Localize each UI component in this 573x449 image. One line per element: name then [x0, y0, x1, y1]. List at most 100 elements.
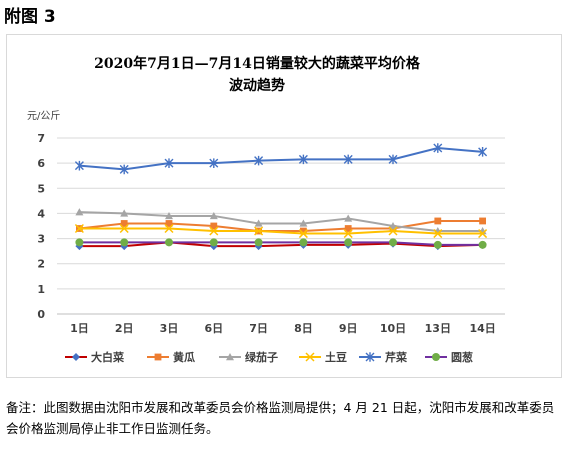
series-group [75, 208, 487, 235]
data-point [165, 211, 173, 220]
data-point [299, 238, 308, 247]
data-point [254, 219, 263, 227]
footnote: 备注：此图数据由沈阳市发展和改革委员会价格监测局提供；4 月 21 日起，沈阳市… [6, 400, 555, 436]
data-point [119, 223, 129, 234]
data-point [120, 209, 129, 217]
data-point [298, 154, 308, 165]
legend-label: 大白菜 [91, 350, 125, 364]
legend-item: 黄瓜 [147, 350, 195, 364]
series-line [79, 241, 483, 248]
data-point [74, 160, 84, 171]
data-point [74, 223, 84, 234]
data-point [209, 158, 219, 168]
x-tick-label: 13日 [425, 322, 451, 335]
x-tick-label: 14日 [469, 322, 495, 335]
chart-title-line-1: 2020年7月1日—7月14日销量较大的蔬菜平均价格 [94, 56, 420, 72]
y-axis-ticks: 0 1 2 3 4 5 6 7 [37, 132, 45, 321]
data-point [389, 238, 397, 247]
legend-marker [365, 352, 375, 362]
y-tick-label: 3 [37, 233, 45, 246]
data-point [388, 226, 398, 236]
legend-label: 芹菜 [385, 350, 408, 364]
data-point [209, 211, 218, 220]
x-tick-label: 9日 [339, 322, 358, 335]
data-point [344, 238, 353, 247]
data-point [75, 238, 84, 247]
y-tick-label: 7 [37, 132, 45, 145]
legend: 大白菜 黄瓜 绿茄子 土豆 芹菜 圆葱 [65, 350, 473, 364]
line-chart: 0 1 2 3 4 5 6 7 1日 2日 3日 6日 7日 8日 9日 10日 13日 14日 大白菜 黄瓜 绿茄… [27, 110, 505, 364]
legend-item: 土豆 [299, 350, 347, 364]
series-group [74, 143, 488, 175]
series-line [79, 241, 483, 246]
data-point [254, 226, 264, 236]
y-axis-label: 元/公斤 [27, 110, 60, 122]
x-tick-label: 2日 [115, 322, 134, 335]
legend-item: 大白菜 [65, 350, 125, 364]
y-tick-label: 2 [37, 258, 45, 271]
legend-label: 土豆 [325, 350, 347, 364]
legend-label: 圆葱 [451, 350, 473, 364]
chart-title: 2020年7月1日—7月14日销量较大的蔬菜平均价格 波动趋势 [47, 53, 467, 97]
data-point [479, 217, 486, 225]
series-line [79, 227, 483, 235]
y-tick-label: 0 [37, 308, 45, 321]
data-point [164, 158, 174, 168]
data-point [210, 222, 218, 230]
x-tick-label: 10日 [380, 322, 406, 335]
data-point [300, 227, 307, 235]
chart-frame: 2020年7月1日—7月14日销量较大的蔬菜平均价格 波动趋势 0 1 2 3 4 5 6 7… [6, 34, 562, 378]
legend-label: 黄瓜 [173, 350, 195, 364]
x-tick-label: 7日 [249, 322, 268, 335]
data-point [433, 143, 443, 153]
legend-item: 芹菜 [359, 350, 408, 364]
data-point [433, 240, 442, 249]
data-point [299, 219, 308, 227]
data-point [344, 225, 352, 232]
data-point [298, 229, 308, 239]
data-point [433, 229, 443, 239]
data-point [119, 164, 129, 175]
data-point [478, 147, 488, 157]
legend-marker [154, 353, 162, 361]
data-point [209, 238, 218, 247]
data-point [165, 220, 173, 227]
legend-item: 圆葱 [425, 350, 473, 364]
data-point [209, 226, 219, 236]
figure-heading: 附图 3 [4, 7, 56, 27]
series-group [74, 223, 488, 239]
legend-label: 绿茄子 [245, 350, 278, 364]
y-tick-label: 1 [37, 283, 45, 296]
data-point [388, 154, 398, 165]
data-point [434, 217, 442, 225]
data-point [164, 223, 174, 234]
legend-marker [305, 352, 315, 362]
data-point [343, 154, 353, 165]
data-point [165, 238, 173, 247]
y-tick-label: 5 [37, 182, 45, 195]
x-tick-label: 6日 [204, 322, 223, 335]
legend-item: 绿茄子 [219, 350, 278, 364]
chart-title-line-2: 波动趋势 [229, 78, 285, 94]
data-point [120, 238, 129, 247]
legend-marker [72, 353, 80, 361]
series-line [79, 211, 483, 233]
data-point [254, 238, 263, 247]
x-tick-label: 1日 [70, 322, 89, 335]
series-line [79, 219, 483, 233]
data-point [344, 214, 353, 222]
series-group [75, 238, 487, 249]
y-tick-label: 6 [37, 157, 45, 170]
y-tick-label: 4 [37, 207, 45, 220]
data-point [478, 229, 488, 239]
x-axis-ticks: 1日 2日 3日 6日 7日 8日 9日 10日 13日 14日 [70, 322, 496, 335]
x-tick-label: 8日 [294, 322, 313, 335]
legend-marker [226, 353, 234, 361]
data-point [120, 220, 128, 227]
data-point [75, 208, 84, 216]
data-point [389, 222, 397, 230]
data-point [254, 155, 264, 166]
data-point [478, 240, 487, 249]
x-tick-label: 3日 [160, 322, 179, 335]
series-lines [74, 143, 488, 251]
